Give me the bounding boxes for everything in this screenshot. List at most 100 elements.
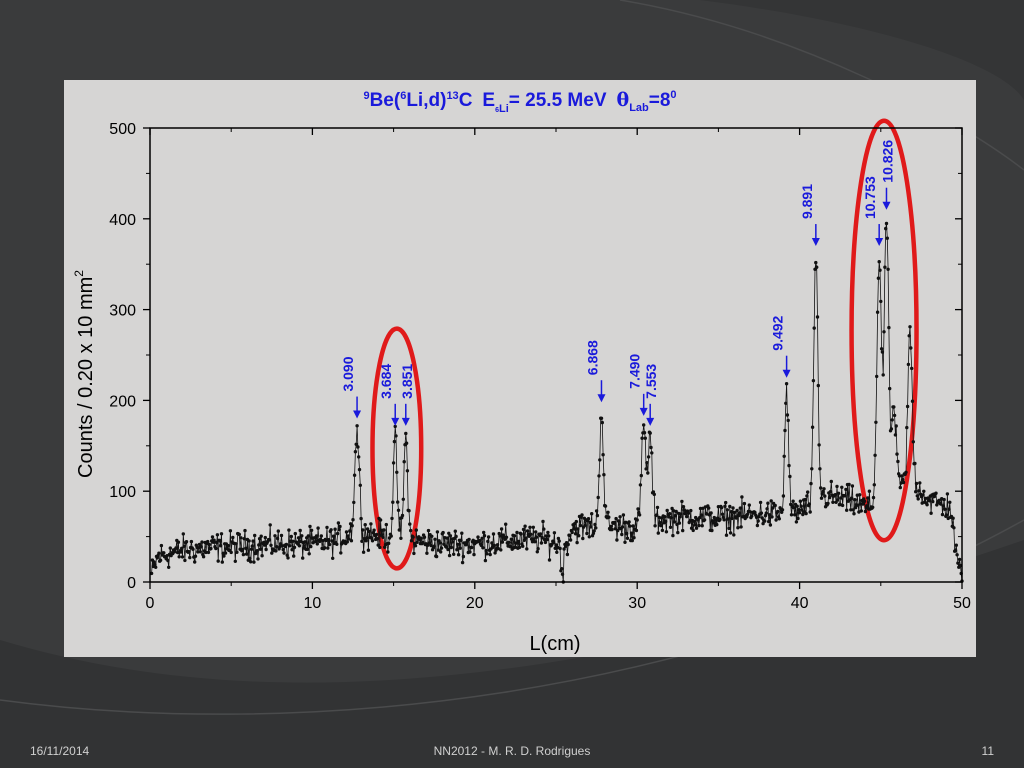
spectrum-point [525,547,529,551]
spectrum-point [248,556,252,561]
spectrum-point [191,547,195,551]
spectrum-point [927,499,932,503]
spectrum-point [747,503,751,507]
spectrum-point [430,534,434,538]
spectrum-point [797,511,802,515]
spectrum-point [378,518,383,522]
spectrum-point [673,514,678,518]
spectrum-point [351,518,355,522]
spectrum-point [547,534,551,538]
spectrum-point [525,529,530,533]
spectrum-point [523,524,527,528]
spectrum-point [256,557,260,561]
spectrum-point [199,545,203,549]
spectrum-point [799,504,803,508]
spectrum-point [630,538,634,543]
highlights-layer [370,118,919,571]
spectrum-point [862,499,867,503]
spectrum-point [609,524,613,528]
spectrum-point [214,546,218,551]
spectrum-point [189,539,194,544]
spectrum-point [253,533,257,538]
annotation-arrow-head [875,238,884,247]
spectrum-point [249,560,253,564]
spectrum-point [325,525,329,530]
spectrum-point [517,545,522,550]
x-tick-label: 10 [304,595,322,612]
spectrum-point [573,532,578,536]
spectrum-point [422,535,427,539]
spectrum-point [348,529,352,533]
spectrum-point [739,525,743,529]
spectrum-point [393,424,397,429]
spectrum-point [593,522,597,527]
spectrum-point [728,531,733,535]
spectrum-point [329,528,333,532]
spectrum-point [441,530,445,535]
spectrum-point [835,484,839,489]
spectrum-point [635,518,639,522]
spectrum-point [495,543,500,547]
spectrum-point [698,515,702,520]
spectrum-point [460,531,464,535]
spectrum-point [892,413,897,418]
spectrum-point [206,539,210,544]
spectrum-point [372,528,376,532]
spectrum-point [932,494,937,499]
spectrum-point [784,401,788,405]
annotation-label: 3.851 [399,364,415,399]
chart-title: 9Be(6Li,d)13C E6Li= 25.5 MeV θLab=80 [363,89,676,115]
spectrum-point [300,534,304,538]
spectrum-point [575,540,579,545]
spectrum-point [237,532,241,537]
spectrum-point [399,536,403,540]
x-tick-label: 20 [466,595,484,612]
spectrum-point [512,534,517,538]
data-layer [149,221,964,584]
spectrum-point [787,463,791,468]
spectrum-point [922,489,926,493]
spectrum-point [599,416,604,420]
spectrum-point [888,386,892,391]
spectrum-point [768,523,773,527]
spectrum-point [364,539,368,543]
spectrum-point [427,541,431,545]
spectrum-point [316,526,320,530]
spectrum-point [910,366,914,371]
spectrum-point [226,543,230,548]
spectrum-point [528,525,532,529]
spectrum-point [315,542,319,546]
spectrum-point [589,525,593,529]
spectrum-point [908,325,912,329]
spectrum-point [816,383,820,388]
spectrum-point [731,506,735,510]
spectrum-point [814,260,818,265]
spectrum-point [529,532,533,536]
spectrum-point [483,558,488,563]
spectrum-point [598,458,602,462]
spectrum-point [557,539,561,543]
spectrum-point [819,486,823,490]
spectrum-point [921,493,925,497]
spectrum-point [218,538,222,543]
spectrum-point [198,550,202,554]
spectrum-point [472,552,476,557]
spectrum-point [297,544,302,548]
spectrum-point [335,531,340,536]
highlight-ellipse [370,326,424,571]
spectrum-point [815,315,820,319]
spectrum-point [836,498,840,502]
x-tick-label: 40 [791,595,809,612]
spectrum-point [720,512,725,516]
annotation-arrow-head [782,369,791,378]
spectrum-point [849,496,854,500]
spectrum-point [358,483,362,487]
spectrum-point [521,544,525,548]
spectrum-point [293,531,297,536]
spectrum-point [750,514,754,518]
spectrum-point [382,528,386,532]
spectrum-point [655,505,660,510]
spectrum-point [446,547,450,552]
spectrum-point [893,433,898,437]
